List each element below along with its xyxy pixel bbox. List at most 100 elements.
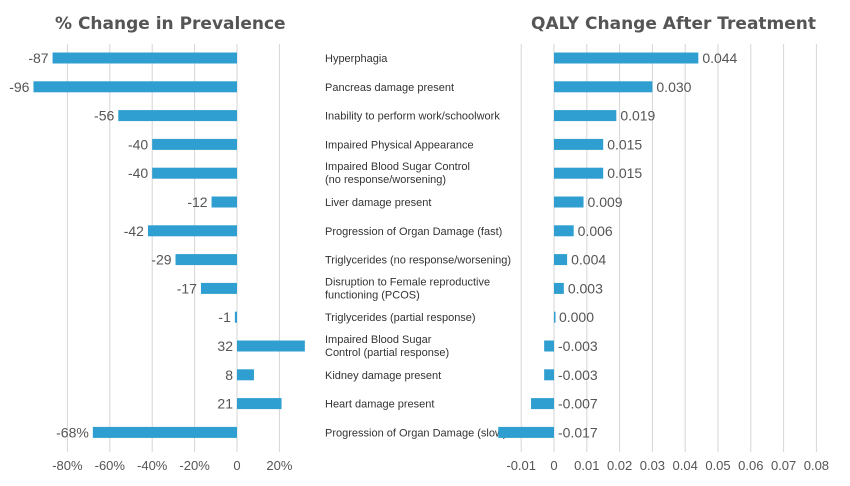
- qaly-value-label: 0.004: [571, 252, 606, 268]
- prevalence-x-tick-label: -80%: [52, 458, 83, 473]
- qaly-bar: [531, 398, 554, 410]
- qaly-x-tick-label: 0.02: [607, 458, 632, 473]
- qaly-value-label: -0.007: [558, 396, 598, 412]
- qaly-value-label: -0.003: [558, 367, 598, 383]
- prevalence-x-tick-label: -60%: [95, 458, 126, 473]
- category-label: Control (partial response): [325, 347, 449, 359]
- prevalence-x-tick-label: 20%: [266, 458, 292, 473]
- prevalence-bar: [234, 311, 237, 323]
- category-label: Impaired Blood Sugar Control: [325, 161, 470, 173]
- prevalence-x-tick-label: 0: [233, 458, 240, 473]
- qaly-bar: [554, 311, 556, 323]
- category-label: functioning (PCOS): [325, 289, 420, 301]
- prevalence-x-tick-label: -20%: [179, 458, 210, 473]
- qaly-value-label: -0.003: [558, 338, 598, 354]
- qaly-bar: [554, 254, 568, 266]
- prevalence-bar: [211, 196, 237, 208]
- prevalence-value-label: -17: [177, 280, 197, 296]
- qaly-bar: [554, 167, 604, 179]
- qaly-bar: [554, 196, 584, 208]
- qaly-x-tick-label: 0.03: [640, 458, 665, 473]
- qaly-value-label: 0.030: [656, 79, 691, 95]
- qaly-bar: [544, 369, 554, 381]
- qaly-bar: [554, 110, 617, 122]
- category-label: Progression of Organ Damage (fast): [325, 226, 502, 238]
- qaly-bar: [544, 340, 554, 352]
- prevalence-bar: [33, 81, 238, 93]
- category-label: (no response/worsening): [325, 174, 446, 186]
- category-labels: Hyperphagia Pancreas damage present Inabil…: [325, 53, 511, 439]
- category-label: Liver damage present: [325, 197, 431, 209]
- qaly-x-tick-label: -0.01: [506, 458, 536, 473]
- prevalence-bars: [33, 52, 305, 438]
- prevalence-chart: % Change in Prevalence -87 -96 -56 -40 -40 -1…: [9, 14, 305, 473]
- qaly-value-label: 0.003: [568, 280, 603, 296]
- qaly-x-tick-label: 0.04: [673, 458, 698, 473]
- category-label: Impaired Physical Appearance: [325, 139, 474, 151]
- qaly-bar: [554, 81, 653, 93]
- category-label: Triglycerides (no response/worsening): [325, 255, 511, 267]
- qaly-value-label: 0.000: [559, 309, 594, 325]
- qaly-value-label: -0.017: [558, 424, 598, 440]
- qaly-bars: [498, 52, 699, 438]
- prevalence-gridlines: [66, 44, 280, 452]
- qaly-x-tick-label: 0.07: [771, 458, 796, 473]
- category-label: Progression of Organ Damage (slow): [325, 427, 507, 439]
- prevalence-bar: [92, 426, 237, 438]
- qaly-x-tick-label: 0: [550, 458, 557, 473]
- prevalence-value-label: -68%: [56, 424, 89, 440]
- qaly-gridlines: [520, 44, 817, 452]
- category-label: Inability to perform work/schoolwork: [325, 111, 500, 123]
- prevalence-value-label: -1: [218, 309, 231, 325]
- prevalence-bar: [175, 254, 237, 266]
- category-label: Disruption to Female reproductive: [325, 276, 490, 288]
- prevalence-value-label: 21: [217, 396, 233, 412]
- prevalence-x-tick-label: -40%: [137, 458, 168, 473]
- qaly-chart: QALY Change After Treatment 0.0440.0300.…: [498, 14, 829, 473]
- qaly-chart-title: QALY Change After Treatment: [531, 14, 816, 34]
- qaly-bar: [554, 225, 574, 237]
- qaly-value-label: 0.009: [588, 194, 623, 210]
- category-label: Kidney damage present: [325, 370, 441, 382]
- category-label: Impaired Blood Sugar: [325, 334, 432, 346]
- prevalence-bar: [237, 340, 305, 352]
- prevalence-value-label: -96: [9, 79, 29, 95]
- prevalence-value-label: -56: [94, 108, 114, 124]
- prevalence-value-labels: -87 -96 -56 -40 -40 -12 -42 -29 -17 -1 32 8 21 -68%: [9, 50, 233, 440]
- category-label: Triglycerides (partial response): [325, 312, 476, 324]
- category-label: Hyperphagia: [325, 53, 388, 65]
- category-label: Pancreas damage present: [325, 82, 454, 94]
- qaly-bar: [554, 138, 604, 150]
- prevalence-value-label: -40: [128, 136, 148, 152]
- prevalence-bar: [200, 282, 237, 294]
- qaly-value-label: 0.015: [607, 136, 642, 152]
- qaly-value-label: 0.019: [620, 108, 655, 124]
- category-label: Heart damage present: [325, 399, 434, 411]
- prevalence-value-label: -87: [28, 50, 48, 66]
- qaly-x-tick-label: 0.05: [705, 458, 730, 473]
- prevalence-chart-title: % Change in Prevalence: [55, 14, 286, 34]
- prevalence-value-label: -40: [128, 165, 148, 181]
- qaly-value-label: 0.006: [578, 223, 613, 239]
- qaly-value-label: 0.044: [702, 50, 737, 66]
- prevalence-bar: [147, 225, 237, 237]
- prevalence-bar: [118, 110, 237, 122]
- qaly-x-tick-label: 0.08: [804, 458, 829, 473]
- prevalence-bar: [237, 398, 282, 410]
- prevalence-value-label: 8: [225, 367, 233, 383]
- prevalence-bar: [237, 369, 254, 381]
- qaly-bar: [554, 52, 699, 64]
- prevalence-value-label: -12: [187, 194, 207, 210]
- prevalence-value-label: -42: [124, 223, 144, 239]
- qaly-x-tick-labels: -0.01 0 0.01 0.02 0.03 0.04 0.05 0.06 0.07 0.08: [506, 458, 829, 473]
- prevalence-bar: [52, 52, 238, 64]
- prevalence-value-label: 32: [217, 338, 233, 354]
- qaly-x-tick-label: 0.06: [738, 458, 763, 473]
- qaly-x-tick-label: 0.01: [574, 458, 599, 473]
- qaly-bar: [554, 282, 564, 294]
- prevalence-bar: [152, 167, 237, 179]
- prevalence-bar: [152, 138, 237, 150]
- qaly-value-label: 0.015: [607, 165, 642, 181]
